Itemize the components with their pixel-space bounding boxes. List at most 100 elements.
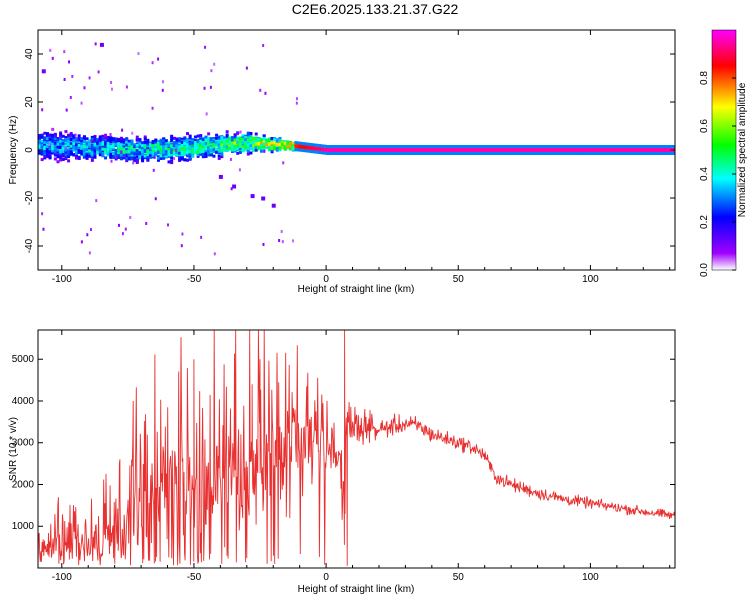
spectrogram-cell <box>98 143 102 147</box>
spectrogram-cell <box>122 140 126 144</box>
spectrogram-cell <box>133 145 137 149</box>
spectrogram-cell <box>109 155 113 159</box>
spectrogram-cell <box>217 145 221 149</box>
spectrogram-y-tick-label: 40 <box>24 48 35 60</box>
spectrogram-ridge-cell <box>378 148 382 152</box>
spectrogram-cell <box>156 151 160 155</box>
spectrogram-cell <box>167 143 171 147</box>
spectrogram-cell <box>267 147 271 151</box>
spectrogram-cell <box>45 137 49 141</box>
spectrogram-cell <box>143 135 147 139</box>
spectrogram-ridge-halo <box>563 152 567 155</box>
spectrogram-cell <box>61 154 65 158</box>
spectrogram-cell <box>104 147 108 151</box>
spectrogram-ridge-halo <box>648 145 652 148</box>
spectrogram-cell <box>286 140 290 144</box>
spectrogram-cell <box>138 145 142 149</box>
spectrogram-noise-cell <box>200 235 203 239</box>
spectrogram-cell <box>88 139 92 143</box>
spectrogram-ridge-halo <box>418 145 422 148</box>
spectrogram-cell <box>233 148 237 152</box>
spectrogram-ridge-halo <box>659 145 663 148</box>
spectrogram-cell <box>93 138 97 142</box>
spectrogram-cell <box>135 149 139 153</box>
spectrogram-cell <box>212 140 216 144</box>
spectrogram-cell <box>112 152 116 156</box>
spectrogram-ridge-cell <box>566 148 570 152</box>
spectrogram-ridge-halo <box>653 145 657 148</box>
spectrogram-cell <box>246 132 250 136</box>
spectrogram-cell <box>270 146 274 150</box>
spectrogram-cell <box>125 143 129 147</box>
spectrogram-cell <box>56 155 60 159</box>
spectrogram-cell <box>180 153 184 157</box>
spectrogram-cell <box>223 138 227 142</box>
spectrogram-cell <box>138 142 142 146</box>
spectrogram-ridge-cell <box>616 148 620 152</box>
spectrogram-ridge-halo <box>495 152 499 155</box>
spectrogram-ridge-halo <box>400 152 404 155</box>
spectrogram-cell <box>241 136 245 140</box>
spectrogram-ridge-cell <box>516 148 520 152</box>
spectrogram-cell <box>48 153 52 157</box>
spectrogram-ridge-cell <box>635 148 639 152</box>
spectrogram-cell <box>85 137 89 141</box>
spectrogram-cell <box>278 146 282 150</box>
spectrogram-cell <box>138 138 142 142</box>
spectrogram-cell <box>101 141 105 145</box>
spectrogram-cell <box>40 150 44 154</box>
spectrogram-cell <box>188 134 192 138</box>
spectrogram-cell <box>106 147 110 151</box>
spectrogram-ridge-halo <box>513 152 517 155</box>
spectrogram-ridge-halo <box>429 145 433 148</box>
spectrogram-cell <box>40 149 44 153</box>
spectrogram-cell <box>196 150 200 154</box>
spectrogram-cell <box>56 145 60 149</box>
spectrogram-ridge-halo <box>458 145 462 148</box>
spectrogram-ridge-cell <box>320 147 324 152</box>
spectrogram-cell <box>125 154 129 158</box>
spectrogram-cell <box>125 145 129 149</box>
spectrogram-ridge-cell <box>344 148 348 152</box>
spectrogram-ridge-halo <box>643 145 647 148</box>
spectrogram-cell <box>112 143 116 147</box>
spectrogram-ridge-halo <box>645 145 649 148</box>
spectrogram-y-tick-label: -40 <box>24 238 35 253</box>
spectrogram-cell <box>75 154 79 158</box>
spectrogram-cell <box>154 138 158 142</box>
spectrogram-cell <box>75 149 79 153</box>
spectrogram-cell <box>220 136 224 140</box>
spectrogram-cell <box>204 135 208 139</box>
spectrogram-ridge-halo <box>611 152 615 155</box>
spectrogram-cell <box>90 151 94 155</box>
spectrogram-noise-cell <box>71 74 74 78</box>
spectrogram-ridge-halo <box>661 145 665 148</box>
spectrogram-cell <box>122 145 126 149</box>
spectrogram-ridge-cell <box>569 148 573 152</box>
spectrogram-cell <box>252 142 256 146</box>
spectrogram-cell <box>119 144 123 148</box>
spectrogram-cell <box>143 156 147 160</box>
spectrogram-cell <box>112 155 116 159</box>
spectrogram-ridge-halo <box>606 145 610 148</box>
spectrogram-ridge-halo <box>386 145 390 148</box>
spectrogram-noise-cell <box>137 52 140 56</box>
spectrogram-cell <box>172 152 176 156</box>
spectrogram-cell <box>178 148 182 152</box>
spectrogram-noise-cell <box>153 155 156 159</box>
spectrogram-ridge-halo <box>460 152 464 155</box>
spectrogram-cell <box>119 136 123 140</box>
spectrogram-cell <box>151 153 155 157</box>
spectrogram-cell <box>238 147 242 151</box>
spectrogram-cell <box>275 143 279 147</box>
spectrogram-ridge-cell <box>495 148 499 152</box>
spectrogram-cell <box>72 134 76 138</box>
spectrogram-ridge-halo <box>508 152 512 155</box>
spectrogram-cell <box>172 145 176 149</box>
spectrogram-cell <box>167 153 171 157</box>
spectrogram-cell <box>109 149 113 153</box>
spectrogram-cell <box>93 153 97 157</box>
spectrogram-cell <box>188 136 192 140</box>
